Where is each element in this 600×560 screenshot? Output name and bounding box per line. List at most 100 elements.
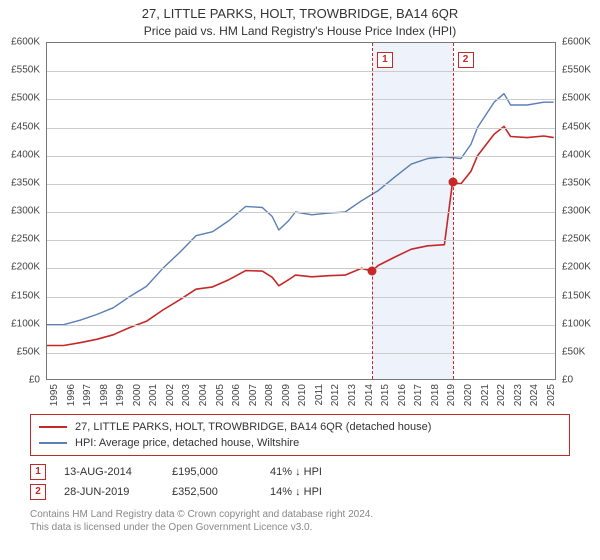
y-axis-label-right: £200K [562,262,591,273]
y-axis-label-left: £500K [4,93,40,104]
y-axis-label-left: £100K [4,318,40,329]
sale-delta: 41% ↓ HPI [270,466,322,478]
y-axis-label-right: £550K [562,65,591,76]
x-axis-label: 2022 [496,384,507,406]
x-axis-label: 2020 [463,384,474,406]
sales-table: 1 13-AUG-2014 £195,000 41% ↓ HPI 2 28-JUN-201… [30,462,570,502]
x-axis-label: 2025 [546,384,557,406]
chart-title: 27, LITTLE PARKS, HOLT, TROWBRIDGE, BA14… [0,6,600,21]
chart-container: 27, LITTLE PARKS, HOLT, TROWBRIDGE, BA14… [0,0,600,534]
y-axis-label-left: £600K [4,37,40,48]
x-axis-label: 1997 [82,384,93,406]
gridline-h [47,128,555,129]
x-axis-label: 2008 [264,384,275,406]
gridline-h [47,184,555,185]
sale-date: 28-JUN-2019 [64,486,154,498]
sale-index-box: 1 [30,464,46,480]
x-axis-label: 2013 [347,384,358,406]
y-axis-label-left: £0 [4,375,40,386]
y-axis-label-right: £150K [562,290,591,301]
sale-dot [367,267,376,276]
x-axis-label: 2004 [198,384,209,406]
gridline-h [47,325,555,326]
legend-swatch [39,426,67,428]
x-axis-label: 2021 [480,384,491,406]
legend: 27, LITTLE PARKS, HOLT, TROWBRIDGE, BA14… [30,414,570,456]
sale-marker: 1 [377,52,393,68]
y-axis-label-right: £450K [562,121,591,132]
gridline-h [47,353,555,354]
y-axis-label-right: £600K [562,37,591,48]
gridline-h [47,297,555,298]
x-axis-label: 2023 [513,384,524,406]
x-axis-label: 2002 [165,384,176,406]
legend-label: HPI: Average price, detached house, Wilt… [75,437,299,449]
x-axis-label: 2017 [413,384,424,406]
sale-marker: 2 [458,52,474,68]
sale-row: 1 13-AUG-2014 £195,000 41% ↓ HPI [30,462,570,482]
x-axis-label: 2001 [148,384,159,406]
y-axis-label-right: £50K [562,346,585,357]
x-axis-label: 2016 [397,384,408,406]
x-axis-label: 1999 [115,384,126,406]
y-axis-label-right: £400K [562,149,591,160]
y-axis-label-right: £0 [562,375,573,386]
sale-dot [448,178,457,187]
y-axis-label-right: £500K [562,93,591,104]
y-axis-label-left: £450K [4,121,40,132]
chart-subtitle: Price paid vs. HM Land Registry's House … [0,24,600,38]
y-axis-label-right: £350K [562,177,591,188]
x-axis-label: 1995 [49,384,60,406]
plot-inner: 12 [46,42,556,380]
attribution-line1: Contains HM Land Registry data © Crown c… [30,508,570,521]
x-axis-label: 2003 [181,384,192,406]
x-axis-label: 1998 [99,384,110,406]
sale-date: 13-AUG-2014 [64,466,154,478]
gridline-h [47,212,555,213]
sale-vline [453,43,454,379]
y-axis-label-left: £150K [4,290,40,301]
gridline-h [47,240,555,241]
series-price-paid [47,126,554,345]
y-axis-label-right: £250K [562,234,591,245]
attribution-line2: This data is licensed under the Open Gov… [30,521,570,534]
sale-price: £352,500 [172,486,252,498]
x-axis-label: 2015 [380,384,391,406]
legend-swatch [39,442,67,444]
x-axis-label: 2011 [314,384,325,406]
x-axis-label: 2000 [132,384,143,406]
x-axis-label: 2024 [529,384,540,406]
x-axis-label: 1996 [66,384,77,406]
x-axis-label: 2009 [281,384,292,406]
y-axis-label-left: £50K [4,346,40,357]
x-axis-label: 2018 [430,384,441,406]
gridline-h [47,99,555,100]
x-axis-label: 2012 [330,384,341,406]
legend-label: 27, LITTLE PARKS, HOLT, TROWBRIDGE, BA14… [75,421,431,433]
y-axis-label-left: £250K [4,234,40,245]
sale-price: £195,000 [172,466,252,478]
sale-row: 2 28-JUN-2019 £352,500 14% ↓ HPI [30,482,570,502]
gridline-h [47,71,555,72]
y-axis-label-left: £400K [4,149,40,160]
attribution: Contains HM Land Registry data © Crown c… [30,508,570,534]
sale-vline [372,43,373,379]
x-axis-label: 2007 [248,384,259,406]
y-axis-label-right: £300K [562,206,591,217]
plot-area: 12 £0£0£50K£50K£100K£100K£150K£150K£200K… [0,42,600,406]
y-axis-label-left: £550K [4,65,40,76]
legend-item: HPI: Average price, detached house, Wilt… [39,435,561,451]
x-axis-label: 2014 [364,384,375,406]
sale-index-box: 2 [30,484,46,500]
sale-delta: 14% ↓ HPI [270,486,322,498]
y-axis-label-right: £100K [562,318,591,329]
y-axis-label-left: £350K [4,177,40,188]
chart-titles: 27, LITTLE PARKS, HOLT, TROWBRIDGE, BA14… [0,0,600,42]
y-axis-label-left: £200K [4,262,40,273]
y-axis-label-left: £300K [4,206,40,217]
gridline-h [47,268,555,269]
x-axis-label: 2005 [215,384,226,406]
x-axis-label: 2006 [231,384,242,406]
legend-item: 27, LITTLE PARKS, HOLT, TROWBRIDGE, BA14… [39,419,561,435]
x-axis-label: 2019 [446,384,457,406]
